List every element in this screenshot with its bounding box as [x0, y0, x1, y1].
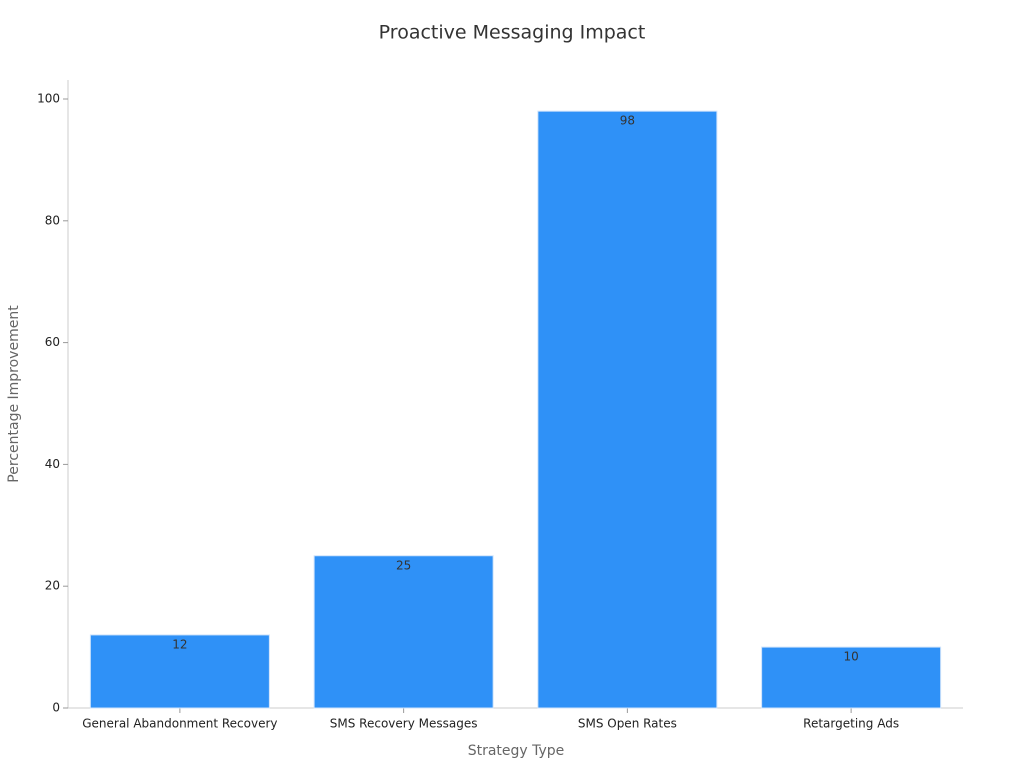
value-label: 25 — [396, 558, 411, 572]
value-label: 10 — [843, 650, 858, 664]
y-tick-label: 80 — [45, 213, 60, 227]
value-label: 12 — [172, 637, 187, 651]
y-tick-label: 100 — [37, 92, 60, 106]
y-tick-label: 0 — [52, 701, 60, 715]
x-tick-label: General Abandonment Recovery — [82, 717, 277, 731]
value-label: 98 — [620, 114, 635, 128]
x-axis-title: Strategy Type — [468, 743, 565, 759]
x-tick-label: SMS Recovery Messages — [330, 717, 478, 731]
y-tick-label: 40 — [45, 457, 60, 471]
y-tick-label: 60 — [45, 335, 60, 349]
x-tick-label: SMS Open Rates — [578, 717, 677, 731]
x-tick-label: Retargeting Ads — [803, 717, 899, 731]
chart-title: Proactive Messaging Impact — [379, 22, 646, 44]
bar — [537, 110, 718, 709]
bar — [89, 634, 270, 709]
bar — [313, 555, 494, 709]
bar — [761, 646, 942, 709]
y-tick-label: 20 — [45, 579, 60, 593]
y-axis-title: Percentage Improvement — [6, 305, 22, 483]
